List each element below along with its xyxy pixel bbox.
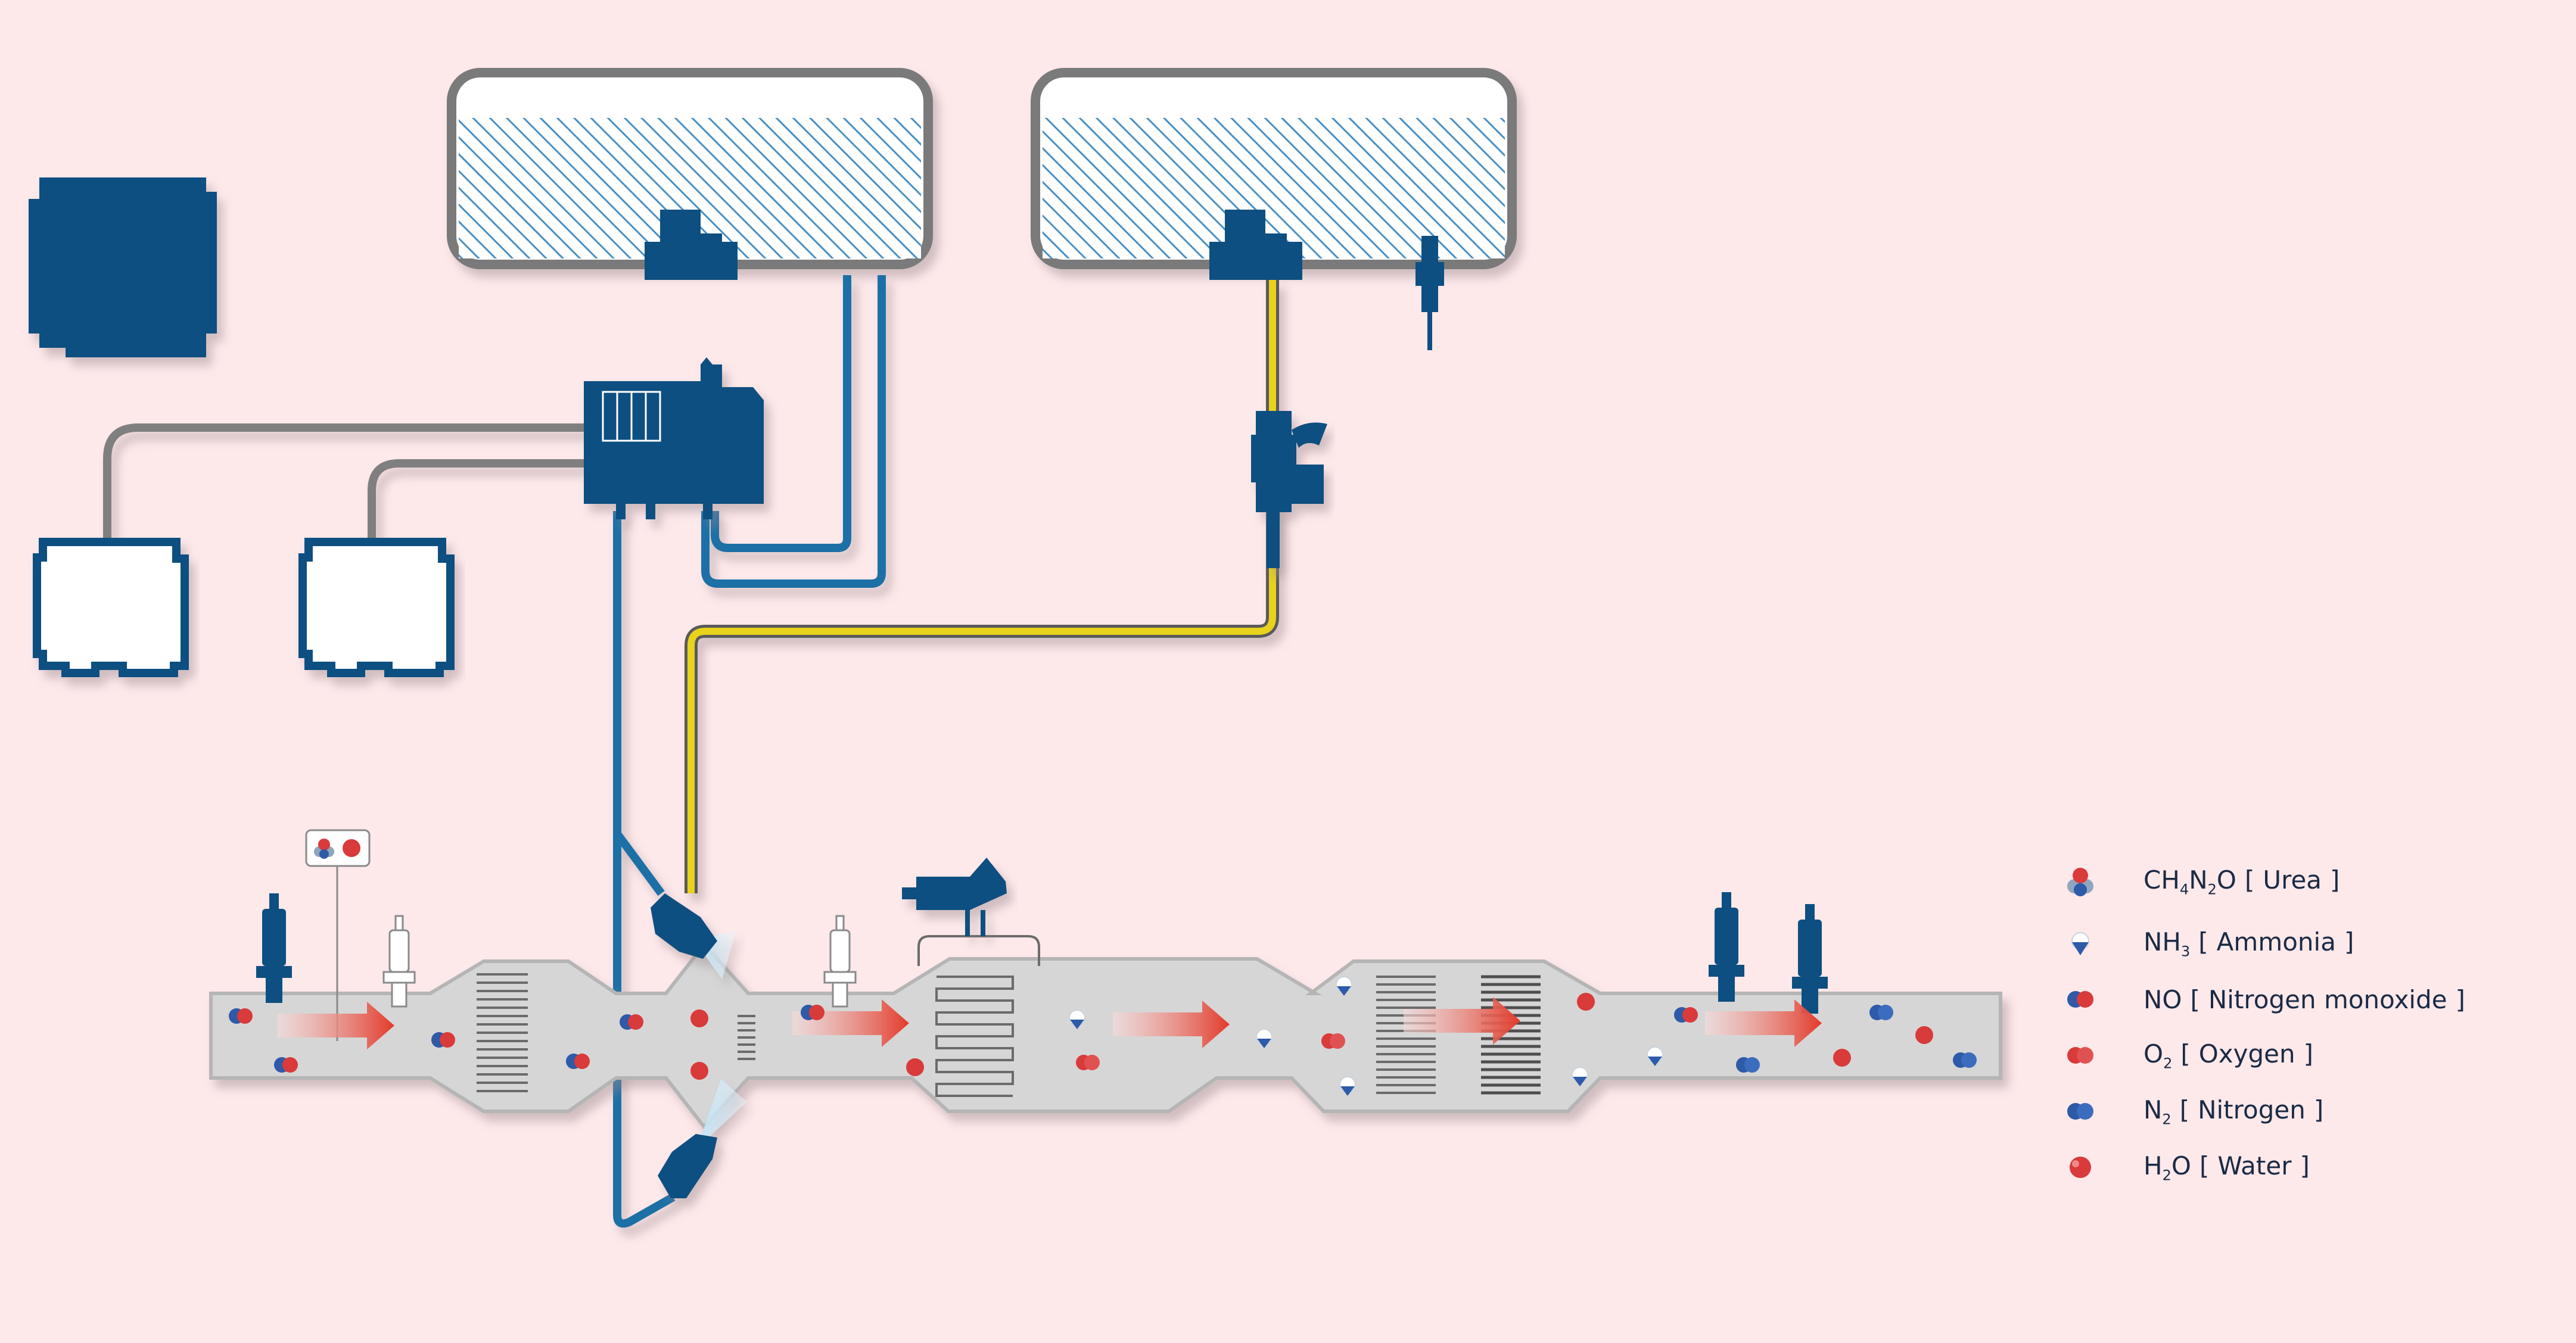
n2-molecule-icon — [1953, 1052, 1977, 1068]
tank-right — [1031, 68, 1517, 269]
legend-label-ammonia: NH3[Ammonia] — [2143, 927, 2354, 960]
urea-molecule-icon — [2067, 868, 2093, 896]
tank-right-pump-module — [1209, 210, 1302, 280]
no-molecule-icon — [229, 1008, 253, 1024]
n2-molecule-icon — [1869, 1005, 1893, 1020]
catalyst-grid-2 — [738, 1015, 755, 1060]
h2o-molecule-icon — [1833, 1049, 1851, 1067]
sensor-module-2 — [298, 538, 455, 677]
nh3-molecule-icon — [1647, 1046, 1663, 1066]
sensor-module-1 — [33, 538, 189, 677]
tank-left — [447, 68, 933, 269]
nh3-molecule-icon — [1069, 1009, 1085, 1029]
pipe-molecules — [229, 976, 1977, 1096]
sensor-wiring — [103, 423, 585, 541]
legend-item-o2: O2[Oxygen] — [2061, 1032, 2322, 1079]
tank-left-pump-module — [645, 210, 738, 280]
nh3-molecule-icon — [1572, 1067, 1588, 1086]
no-molecule-icon — [566, 1054, 590, 1069]
legend-item-ammonia: NH3[Ammonia] — [2061, 920, 2362, 967]
heater-connector — [902, 858, 1007, 936]
control-unit-box — [29, 177, 217, 357]
exhaust-sensor-2 — [1709, 892, 1744, 1002]
outlined-sensor-1 — [382, 915, 416, 1008]
yellow-dosing-line — [685, 280, 1279, 893]
legend-label-urea: CH4N2O[Urea] — [2143, 865, 2340, 898]
tank-level-sensor — [1415, 236, 1444, 350]
no-molecule-icon — [1674, 1007, 1698, 1023]
flow-arrow-icon — [278, 1002, 394, 1049]
no-molecule-icon — [431, 1032, 455, 1048]
catalyst-grid-1 — [477, 973, 528, 1092]
nh3-molecule-icon — [1339, 1076, 1356, 1096]
flow-arrow-icon — [1705, 999, 1822, 1047]
no-molecule-icon — [274, 1057, 298, 1073]
legend-label-n2: N2[Nitrogen] — [2143, 1095, 2324, 1128]
heater-coil-element — [917, 935, 1040, 1097]
no-molecule-icon — [620, 1014, 643, 1030]
legend-label-o2: O2[Oxygen] — [2143, 1039, 2314, 1072]
h2o-molecule-icon — [1577, 993, 1595, 1011]
flow-arrow-icon — [1113, 1001, 1230, 1048]
inlet-molecule-callout — [305, 829, 371, 1041]
oxygen-molecule-icon — [2067, 1047, 2093, 1064]
no-molecule-icon — [801, 1005, 825, 1020]
legend-item-n2: N2[Nitrogen] — [2061, 1088, 2332, 1135]
supply-lines — [613, 275, 886, 1228]
nh3-molecule-icon — [1256, 1029, 1273, 1048]
nh3-molecule-icon — [1336, 976, 1352, 996]
legend-label-h2o: H2O[Water] — [2143, 1151, 2310, 1184]
legend-item-h2o: H2O[Water] — [2061, 1143, 2318, 1191]
urea-molecule-icon — [314, 839, 334, 859]
n2-molecule-icon — [1736, 1057, 1760, 1073]
exhaust-pipe — [209, 942, 2002, 1130]
legend-label-no: NO[Nitrogen monoxide] — [2143, 984, 2465, 1014]
h2o-molecule-icon — [343, 839, 360, 857]
outlined-sensor-2 — [823, 915, 857, 1008]
injector-upper — [651, 893, 736, 979]
water-molecule-icon — [2070, 1157, 2091, 1178]
catalyst-grid-4 — [1481, 975, 1541, 1095]
legend-item-no: NO[Nitrogen monoxide] — [2061, 976, 2474, 1023]
h2o-molecule-icon — [1915, 1026, 1933, 1044]
injector-lower — [658, 1079, 747, 1198]
nitrogen-monoxide-molecule-icon — [2067, 991, 2093, 1008]
h2o-molecule-icon — [690, 1009, 708, 1027]
o2-molecule-icon — [1076, 1055, 1100, 1070]
ammonia-molecule-icon — [2071, 932, 2089, 955]
o2-molecule-icon — [1321, 1033, 1345, 1049]
nitrogen-molecule-icon — [2067, 1103, 2093, 1120]
flow-arrow-icon — [1404, 997, 1520, 1045]
dosing-valve — [1251, 411, 1327, 568]
h2o-molecule-icon — [906, 1058, 924, 1076]
dosing-control-unit — [584, 357, 764, 519]
exhaust-sensor-3 — [1792, 904, 1828, 1014]
h2o-molecule-icon — [690, 1062, 708, 1080]
legend-item-urea: CH4N2O[Urea] — [2061, 858, 2348, 905]
exhaust-sensor-1 — [256, 893, 292, 1003]
